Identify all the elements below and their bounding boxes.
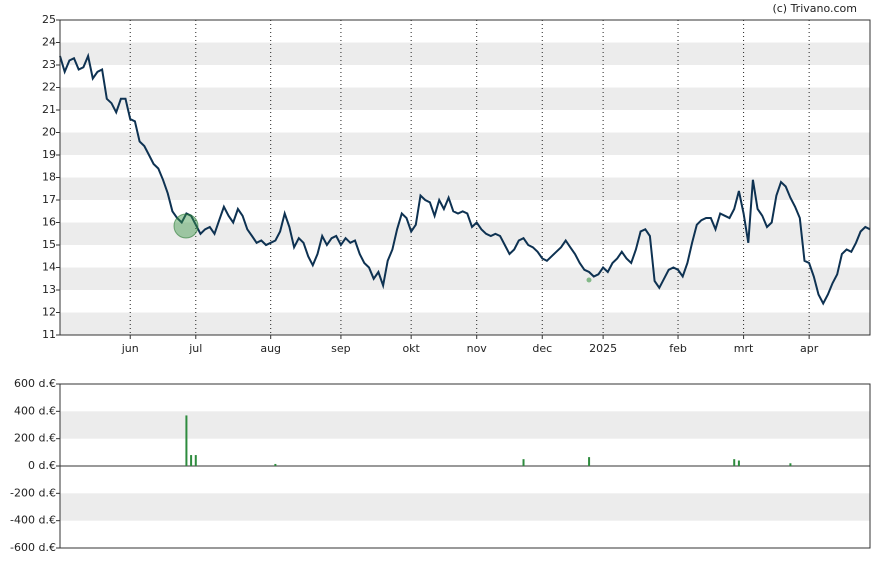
- plot-frame: [59, 383, 871, 549]
- grid-band: [60, 267, 870, 290]
- y-tick-label: 11: [42, 328, 56, 341]
- grid-band: [60, 312, 870, 335]
- x-tick-label: sep: [331, 342, 350, 355]
- y-tick-label: 400 d.€: [14, 404, 56, 417]
- volume-bar: [190, 455, 193, 466]
- credit: (c) Trivano.com: [772, 2, 857, 15]
- y-tick-label: -600 d.€: [10, 541, 56, 554]
- highlight-marker: [173, 213, 199, 239]
- grid-band: [60, 132, 870, 155]
- y-tick-label: 17: [42, 193, 56, 206]
- y-tick-label: 15: [42, 238, 56, 251]
- x-tick-label: apr: [800, 342, 819, 355]
- volume-bar: [588, 457, 591, 466]
- y-tick-label: 600 d.€: [14, 377, 56, 390]
- y-tick-label: 23: [42, 58, 56, 71]
- volume-bar: [733, 459, 736, 466]
- x-tick-label: nov: [467, 342, 488, 355]
- y-tick-label: 21: [42, 103, 56, 116]
- x-tick-label: okt: [402, 342, 420, 355]
- y-tick-label: 14: [42, 261, 56, 274]
- volume-bar: [274, 463, 277, 466]
- y-tick-label: -400 d.€: [10, 514, 56, 527]
- plot-frame: [59, 19, 871, 336]
- grid-band: [60, 222, 870, 245]
- y-tick-label: 13: [42, 283, 56, 296]
- x-tick-label: feb: [669, 342, 687, 355]
- y-tick-label: 25: [42, 13, 56, 26]
- grid-band: [60, 177, 870, 200]
- grid-band: [60, 493, 870, 521]
- x-tick-label: 2025: [589, 342, 617, 355]
- volume-bar: [522, 459, 525, 466]
- volume-bar: [789, 463, 792, 466]
- small-marker: [586, 277, 592, 283]
- y-tick-label: 24: [42, 36, 56, 49]
- y-tick-label: 0 d.€: [28, 459, 56, 472]
- y-tick-label: 22: [42, 81, 56, 94]
- volume-bar: [194, 455, 197, 466]
- y-tick-label: 18: [42, 171, 56, 184]
- y-tick-label: 12: [42, 306, 56, 319]
- grid-band: [60, 87, 870, 110]
- y-tick-label: 19: [42, 148, 56, 161]
- x-tick-label: mrt: [734, 342, 754, 355]
- y-tick-label: 16: [42, 216, 56, 229]
- y-tick-label: -200 d.€: [10, 486, 56, 499]
- x-tick-label: jul: [188, 342, 202, 355]
- x-tick-label: dec: [532, 342, 552, 355]
- y-tick-label: 20: [42, 126, 56, 139]
- price-line: [59, 52, 871, 306]
- grid-band: [60, 42, 870, 65]
- y-tick-label: 200 d.€: [14, 432, 56, 445]
- x-tick-label: aug: [260, 342, 281, 355]
- grid-band: [60, 411, 870, 439]
- x-tick-label: jun: [121, 342, 139, 355]
- volume-bar: [185, 415, 188, 466]
- volume-bar: [737, 460, 740, 466]
